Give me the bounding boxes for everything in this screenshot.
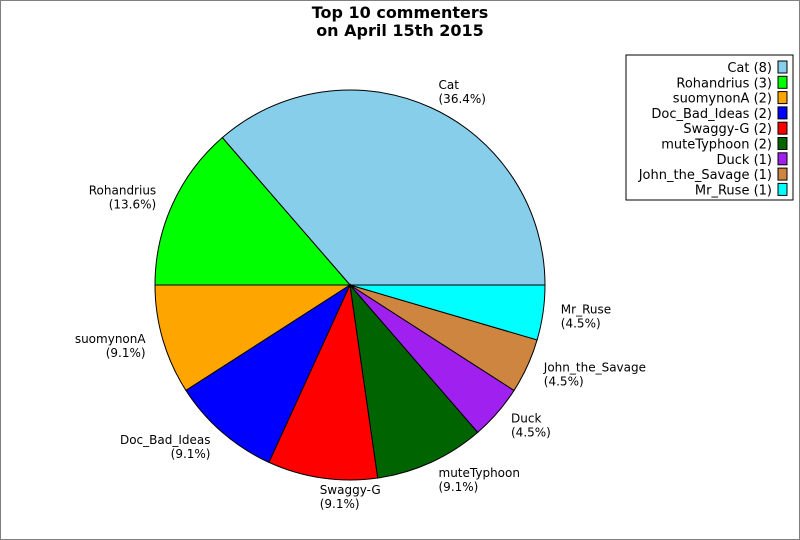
legend-label-swaggy-g: Swaggy-G (2) xyxy=(683,122,772,137)
pie-slice-cat xyxy=(221,89,546,286)
pie-slice-suomynona xyxy=(154,284,352,392)
slice-label-rohandrius: Rohandrius (13.6%) xyxy=(89,184,156,212)
slice-label-john-the-savage: John_the_Savage (4.5%) xyxy=(543,361,646,389)
pie-slice-mutetyphoon xyxy=(349,283,479,479)
slice-label-mutetyphoon: muteTyphoon (9.1%) xyxy=(439,466,520,494)
slice-label-duck: Duck (4.5%) xyxy=(511,412,551,440)
legend-swatch-cat xyxy=(777,60,788,74)
pie-slice-mr-ruse xyxy=(349,284,546,341)
legend-label-mutetyphoon: muteTyphoon (2) xyxy=(661,138,772,153)
chart-title-line-1: Top 10 commenters xyxy=(312,3,489,22)
slice-label-suomynona: suomynonA (9.1%) xyxy=(75,332,147,360)
legend-swatch-mutetyphoon xyxy=(777,137,788,150)
legend-label-cat: Cat (8) xyxy=(727,61,772,76)
legend-label-rohandrius: Rohandrius (3) xyxy=(676,76,772,91)
legend-label-suomynona: suomynonA (2) xyxy=(673,92,772,107)
legend-swatch-rohandrius xyxy=(777,75,788,89)
legend-swatch-suomynona xyxy=(777,91,788,105)
legend-label-mr-ruse: Mr_Ruse (1) xyxy=(695,183,772,198)
legend-box xyxy=(625,54,794,201)
legend-label-john-the-savage: John_the_Savage (1) xyxy=(638,168,772,183)
slice-label-cat: Cat (36.4%) xyxy=(439,78,486,106)
legend-label-doc-bad-ideas: Doc_Bad_Ideas (2) xyxy=(651,107,772,122)
pie-slices xyxy=(154,89,546,481)
pie-slice-swaggy-g xyxy=(268,283,379,481)
legend-swatch-swaggy-g xyxy=(777,121,788,135)
legend-label-duck: Duck (1) xyxy=(717,153,772,168)
slice-label-swaggy-g: Swaggy-G (9.1%) xyxy=(320,483,381,511)
legend-swatch-mr-ruse xyxy=(777,182,788,196)
legend-swatch-duck xyxy=(777,152,788,166)
slice-label-doc-bad-ideas: Doc_Bad_Ideas (9.1%) xyxy=(120,433,211,461)
legend-swatch-doc-bad-ideas xyxy=(777,106,788,120)
slice-label-mr-ruse: Mr_Ruse (4.5%) xyxy=(561,302,611,330)
legend-swatch-john-the-savage xyxy=(777,167,788,181)
pie-slice-rohandrius xyxy=(154,136,352,286)
chart-title-line-2: on April 15th 2015 xyxy=(316,21,484,40)
legend: Cat (8)Rohandrius (3)suomynonA (2)Doc_Ba… xyxy=(625,54,794,201)
pie-labels: Cat (36.4%) Rohandrius (13.6%) suomynonA (9.1… xyxy=(75,78,646,511)
pie-slice-doc-bad-ideas xyxy=(185,283,352,464)
